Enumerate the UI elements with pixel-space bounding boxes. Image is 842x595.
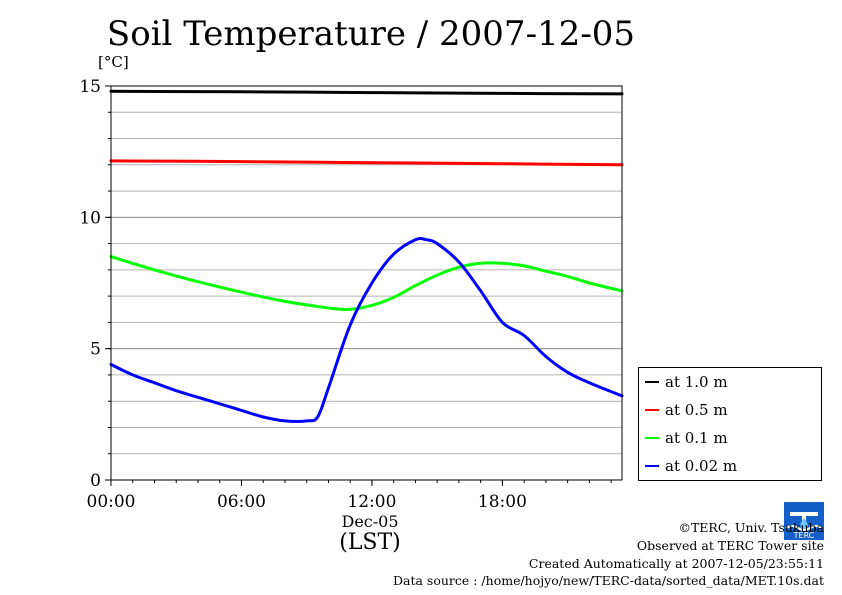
plot-frame	[110, 85, 623, 481]
legend-label: at 0.1 m	[665, 429, 728, 447]
y-tick-label: 5	[90, 340, 101, 360]
credit-observed: Observed at TERC Tower site	[636, 538, 824, 553]
y-tick-label: 0	[90, 471, 101, 491]
series-line-at-0-02-m	[109, 236, 624, 423]
legend-swatch	[645, 381, 659, 383]
legend-item: at 1.0 m	[645, 372, 728, 392]
legend-swatch	[645, 437, 659, 439]
x-axis-label: (LST)	[339, 530, 401, 555]
tick-labels: 0 5 10 15 00:00 06:00 12:00 18:00	[79, 77, 527, 512]
x-tick-label: 18:00	[478, 492, 527, 512]
legend-item: at 0.1 m	[645, 428, 728, 448]
logo-text: TERC	[793, 531, 815, 540]
series-line-at-0-1-m	[109, 255, 624, 311]
legend-swatch	[645, 465, 659, 467]
chart-legend: at 1.0 m at 0.5 m at 0.1 m at 0.02 m	[638, 367, 822, 481]
x-axis-date-label: Dec-05	[341, 512, 399, 531]
chart-title: Soil Temperature / 2007-12-05	[106, 14, 636, 54]
legend-label: at 0.5 m	[665, 401, 728, 419]
legend-label: at 1.0 m	[665, 373, 728, 391]
legend-swatch	[645, 409, 659, 411]
grid-lines	[111, 111, 622, 455]
x-tick-label: 00:00	[87, 492, 136, 512]
series-line-at-1-0-m	[109, 89, 624, 96]
y-tick-label: 10	[79, 208, 101, 228]
series-lines	[109, 89, 624, 423]
legend-item: at 0.5 m	[645, 400, 728, 420]
legend-label: at 0.02 m	[665, 457, 738, 475]
x-tick-label: 12:00	[347, 492, 396, 512]
credit-created: Created Automatically at 2007-12-05/23:5…	[528, 556, 824, 571]
y-axis-unit: [°C]	[98, 53, 129, 71]
y-tick-label: 15	[79, 77, 101, 97]
x-tick-label: 06:00	[217, 492, 266, 512]
series-line-at-0-5-m	[109, 159, 624, 167]
legend-item: at 0.02 m	[645, 456, 737, 476]
credit-data-source: Data source : /home/hojyo/new/TERC-data/…	[392, 573, 824, 588]
axes	[105, 85, 623, 486]
terc-logo-icon: TERC	[784, 502, 824, 540]
credit-copyright: ©TERC, Univ. Tsukuba	[678, 520, 824, 535]
